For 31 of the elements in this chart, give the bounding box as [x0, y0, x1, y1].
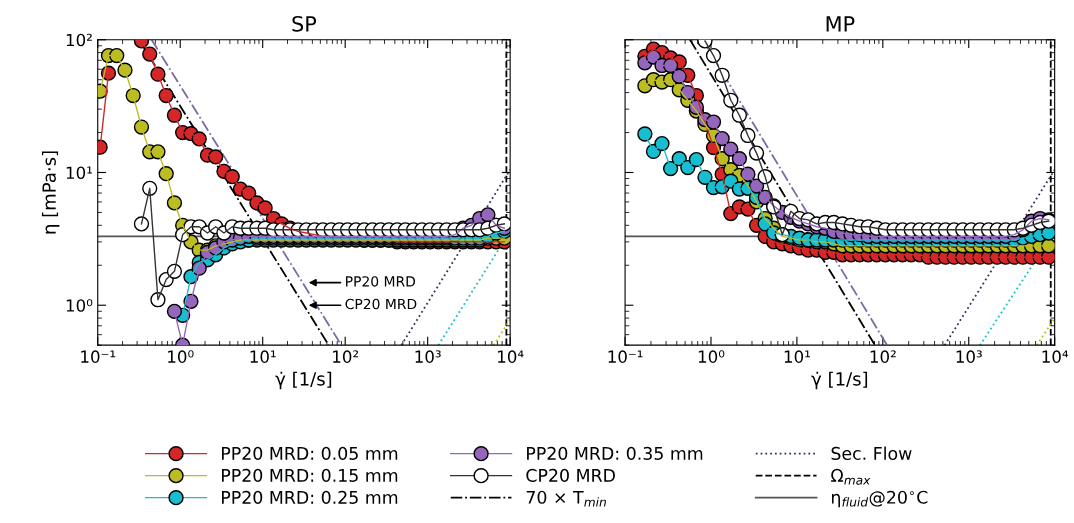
x-tick-label: 10³: [956, 350, 982, 363]
x-tick-label: 10²: [333, 350, 359, 363]
x-axis-title: γ̇ [1/s]: [275, 371, 332, 390]
x-tick-label: 10⁰: [168, 350, 194, 363]
legend-label: PP20 MRD: 0.15 mm: [222, 468, 398, 482]
y-tick-label: 10²: [66, 33, 92, 47]
x-tick-label: 10⁴: [498, 350, 524, 363]
x-tick-label: 10⁴: [1042, 350, 1069, 363]
y-axis-title: η [mPa·s]: [41, 151, 60, 234]
chart-title: MP: [826, 16, 855, 32]
legend-label: CP20 MRD: [526, 468, 615, 482]
x-tick-label: 10³: [415, 350, 441, 363]
legend-label: η$_{fluid}$@20$^{∘}$C: [832, 490, 928, 508]
y-tick-label: 10⁰: [66, 299, 93, 312]
legend-label: PP20 MRD: 0.25 mm: [222, 490, 398, 504]
legend-label: Sec. Flow: [831, 446, 912, 460]
x-tick-label: 10¹: [784, 350, 810, 363]
chart-title: SP: [292, 15, 317, 32]
x-tick-label: 10¹: [250, 350, 276, 363]
legend-label: PP20 MRD: 0.35 mm: [527, 446, 703, 460]
y-tick-label: 10¹: [66, 166, 92, 180]
annotation: PP20 MRD: [346, 276, 416, 287]
x-tick-label: 10²: [870, 350, 896, 363]
x-axis-title: γ̇ [1/s]: [811, 371, 868, 390]
x-tick-label: 10⁻¹: [608, 350, 643, 363]
x-tick-label: 10⁻¹: [81, 350, 116, 363]
legend-label: Ω$_{max}$: [831, 468, 871, 485]
x-tick-label: 10⁰: [698, 350, 725, 363]
annotation: CP20 MRD: [345, 298, 417, 310]
legend-label: PP20 MRD: 0.05 mm: [222, 446, 398, 460]
legend-label: 70 × T$_{min}$: [526, 490, 606, 507]
